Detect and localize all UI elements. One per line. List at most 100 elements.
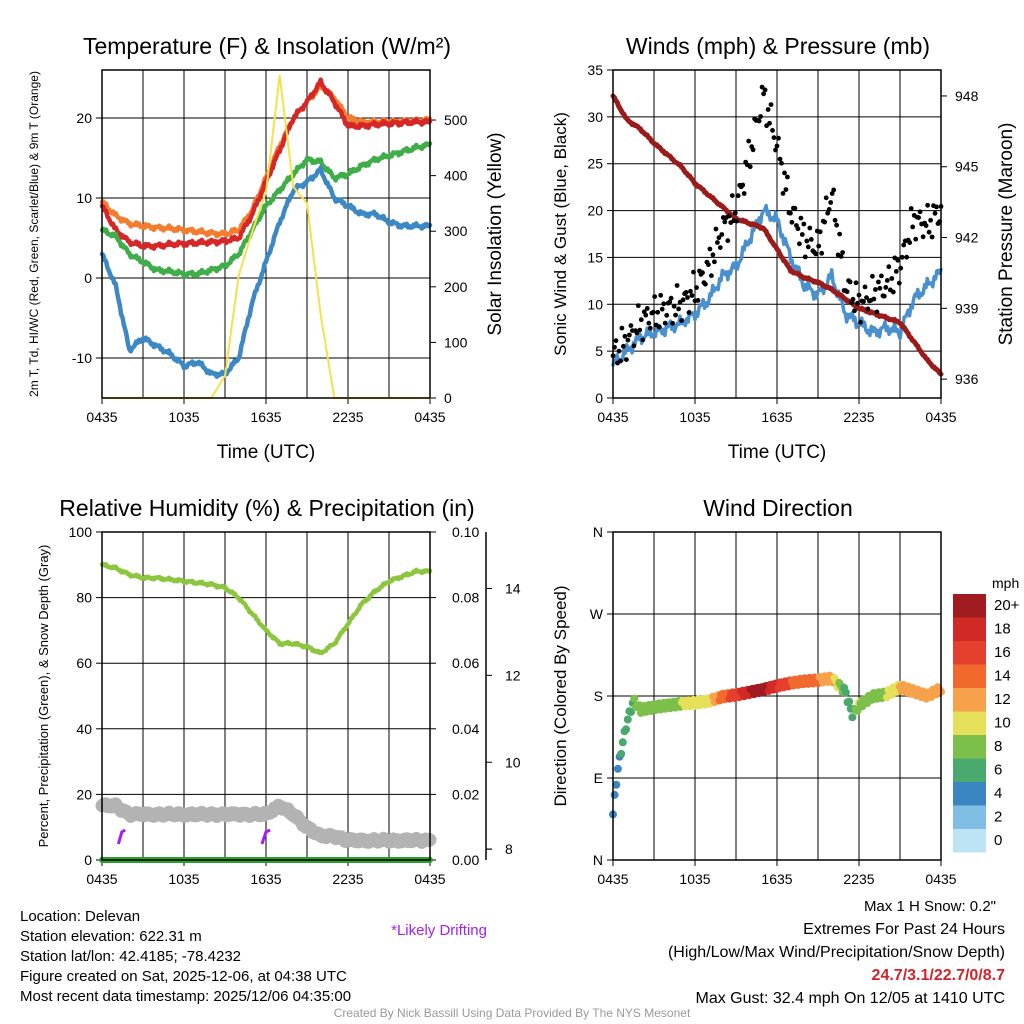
gust-point <box>893 269 899 274</box>
y-axis-label-left: 2m T, Td, HI/WC (Red, Green, Scarlet/Blu… <box>27 71 41 397</box>
gust-point <box>644 306 650 311</box>
latlon-text: Station lat/lon: 42.4185; -78.4232 <box>20 948 242 965</box>
panel-0: Temperature (F) & Insolation (W/m²) 0435 1… <box>27 33 506 463</box>
y-tick-label: E <box>594 770 603 786</box>
y-tick-label: 40 <box>76 721 92 737</box>
gust-point <box>703 281 708 287</box>
gust-point <box>847 279 853 285</box>
gust-point <box>674 283 680 288</box>
gust-point <box>826 207 832 212</box>
x-tick-label: 0435 <box>86 409 117 425</box>
gust-point <box>652 294 658 299</box>
gust-point <box>647 325 653 331</box>
x-tick-label: 1035 <box>679 409 710 425</box>
gust-point <box>710 252 716 258</box>
gust-point <box>910 224 916 230</box>
gust-point <box>828 200 834 205</box>
gust-point <box>834 222 839 228</box>
gust-point <box>886 264 892 270</box>
gust-point <box>798 215 804 221</box>
series-station-pressure <box>610 93 944 377</box>
gust-point <box>862 284 868 290</box>
gust-point <box>801 221 807 227</box>
gust-point <box>925 202 930 208</box>
y-tick-label: 100 <box>69 524 93 540</box>
gust-point <box>679 318 684 323</box>
extremes-values: 24.7/3.1/22.7/0/8.7 <box>871 967 1005 984</box>
y-tick-label: 35 <box>587 62 603 78</box>
gust-point <box>788 210 793 216</box>
y-tick-label: 15 <box>587 249 603 265</box>
footer-info: Location: Delevan Station elevation: 622… <box>20 907 351 1007</box>
gust-point <box>777 156 783 162</box>
gust-point <box>928 217 933 223</box>
gust-point <box>658 292 664 298</box>
gust-point <box>618 358 623 364</box>
gust-point <box>758 114 763 119</box>
gust-point <box>856 292 862 298</box>
y-tick-label: 10 <box>76 190 92 206</box>
gust-point <box>670 320 675 326</box>
colorbar-swatch <box>953 594 986 618</box>
x-tick-label: 2235 <box>332 409 363 425</box>
x-tick-label: 1635 <box>250 871 281 887</box>
y-axis-label-left: Percent, Precipitation (Green), & Snow D… <box>36 545 51 848</box>
y-right-tick-label: 400 <box>444 168 468 184</box>
gust-point <box>782 170 787 176</box>
y-tick-label: 0 <box>84 852 92 868</box>
gust-point <box>715 240 720 245</box>
gust-point <box>770 127 775 133</box>
gust-point <box>864 295 869 300</box>
gust-point <box>688 288 693 294</box>
panel-title: Relative Humidity (%) & Precipitation (i… <box>59 495 474 521</box>
gust-point <box>635 303 641 309</box>
created-text: Figure created on Sat, 2025-12-06, at 04… <box>20 968 347 985</box>
plot-frame <box>612 531 942 861</box>
gust-point <box>722 219 728 225</box>
colorbar-level-label: 2 <box>994 809 1002 826</box>
gust-point <box>667 299 673 305</box>
gust-point <box>926 229 932 235</box>
gust-point <box>808 237 814 242</box>
y-right-tick-label: 945 <box>955 159 979 175</box>
gust-point <box>750 147 756 153</box>
series-td <box>99 141 433 279</box>
gust-point <box>689 293 695 298</box>
gust-point <box>829 191 835 196</box>
gust-point <box>884 278 890 283</box>
gust-point <box>726 213 732 219</box>
colorbar-level-label: 18 <box>994 621 1011 638</box>
gust-point <box>932 210 938 216</box>
direction-point <box>848 713 857 722</box>
gust-point <box>619 325 625 331</box>
panel-title: Wind Direction <box>703 495 853 521</box>
x-tick-label: 1035 <box>679 871 710 887</box>
gust-point <box>825 210 831 216</box>
gust-point <box>780 191 786 196</box>
snow-tick-label: 8 <box>505 841 513 857</box>
gust-point <box>899 254 905 260</box>
gust-point <box>732 210 738 216</box>
y-right-tick-label: 0 <box>444 390 452 406</box>
plot-frame <box>612 69 942 399</box>
gust-point <box>916 215 921 221</box>
y-axis-label-left: Direction (Colored By Speed) <box>551 585 570 806</box>
gust-point <box>783 187 789 193</box>
y-right-tick-label: 942 <box>955 230 979 246</box>
panel-2: Relative Humidity (%) & Precipitation (i… <box>36 495 521 887</box>
gust-point <box>638 317 644 323</box>
gust-point <box>929 234 935 240</box>
gust-point <box>779 160 784 166</box>
gust-point <box>831 187 837 193</box>
direction-point <box>617 749 626 758</box>
x-tick-label: 1035 <box>168 409 199 425</box>
gust-point <box>624 357 629 362</box>
gust-point <box>767 120 772 126</box>
gust-point <box>865 306 871 312</box>
y-right-tick-label: 0.08 <box>452 590 479 606</box>
colorbar-swatch <box>953 641 986 665</box>
gust-point <box>804 238 810 244</box>
snow-tick-label: 14 <box>505 580 521 596</box>
gust-point <box>871 296 877 302</box>
gust-point <box>662 320 668 326</box>
